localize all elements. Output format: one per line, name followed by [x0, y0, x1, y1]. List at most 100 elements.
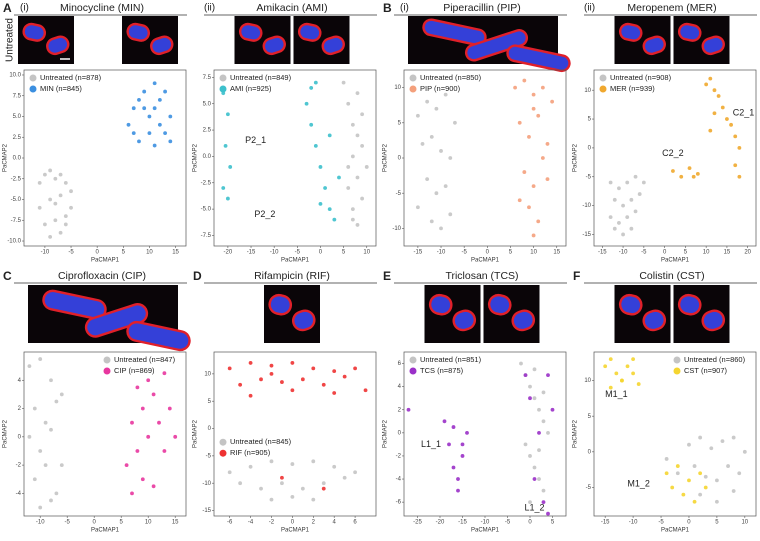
legend-marker: [219, 74, 227, 82]
y-tick-label: 10: [394, 85, 401, 91]
legend-label: RIF (n=905): [230, 448, 271, 457]
cell: [291, 309, 316, 332]
x-tick-label: 0: [291, 520, 295, 526]
point: [703, 474, 708, 479]
x-tick-label: -5: [461, 250, 467, 256]
x-tick-label: -5: [658, 520, 664, 526]
plot-frame: [593, 69, 757, 247]
panel-title: Amikacin (AMI): [256, 2, 327, 14]
point: [63, 181, 68, 185]
point: [546, 511, 550, 516]
point: [451, 465, 456, 470]
legend-label: Untreated (n=847): [114, 355, 176, 364]
y-tick-label: 6: [398, 361, 402, 367]
point: [342, 374, 347, 379]
point: [439, 226, 443, 231]
point: [162, 449, 167, 453]
x-tick-label: 20: [744, 250, 751, 256]
point: [350, 217, 355, 222]
point: [63, 222, 68, 227]
x-tick-label: 5: [120, 520, 124, 526]
cell: [150, 35, 174, 56]
point: [631, 371, 636, 376]
y-tick-label: 0: [398, 156, 402, 162]
point: [167, 406, 172, 411]
point: [513, 85, 517, 90]
point: [620, 378, 624, 383]
point: [531, 184, 536, 189]
cell: [321, 35, 345, 56]
point: [223, 143, 228, 148]
point: [737, 174, 742, 179]
y-tick-label: 7.5: [13, 93, 22, 99]
point: [332, 369, 337, 374]
point: [151, 392, 156, 397]
point: [731, 435, 736, 440]
y-tick-label: -15: [582, 232, 591, 238]
point: [269, 363, 274, 368]
point: [341, 80, 346, 85]
point: [528, 500, 532, 505]
y-tick-label: 0.0: [203, 154, 212, 160]
legend-marker: [29, 85, 37, 93]
point: [157, 420, 161, 425]
legend-marker: [103, 367, 111, 375]
point: [227, 366, 232, 371]
point: [363, 388, 368, 393]
point: [420, 142, 425, 146]
x-tick-label: -5: [65, 520, 71, 526]
legend-label: CST (n=907): [684, 366, 728, 375]
point: [59, 392, 64, 397]
point: [313, 143, 318, 148]
legend-label: Untreated (n=860): [684, 355, 746, 364]
point: [269, 371, 274, 376]
point: [27, 434, 32, 439]
point: [152, 81, 157, 86]
point: [321, 382, 326, 387]
point: [146, 434, 151, 439]
point: [49, 378, 53, 383]
point: [152, 106, 157, 111]
point: [124, 463, 129, 468]
y-tick-label: -5: [396, 191, 402, 197]
point: [151, 484, 156, 489]
cell: [297, 22, 322, 42]
point: [131, 106, 136, 111]
point: [451, 425, 456, 429]
point: [541, 500, 546, 505]
x-tick-label: -20: [436, 520, 445, 526]
y-tick-label: -10: [582, 203, 591, 209]
point: [687, 166, 692, 170]
point: [664, 457, 669, 461]
point: [681, 492, 686, 497]
x-axis-label: PaCMAP1: [661, 528, 690, 534]
y-tick-label: 4: [398, 384, 402, 390]
legend-label: Untreated (n=849): [230, 73, 292, 82]
point: [720, 105, 725, 110]
point: [147, 114, 152, 119]
point: [48, 168, 53, 173]
legend-label: TCS (n=875): [420, 366, 464, 375]
x-axis-label: PaCMAP1: [281, 258, 310, 264]
point: [221, 186, 226, 190]
point: [726, 464, 730, 468]
plot-frame: [23, 69, 187, 247]
y-tick-label: 0.0: [13, 156, 22, 162]
point: [608, 357, 613, 362]
y-axis-label: PaCMAP2: [383, 143, 389, 172]
point: [300, 377, 305, 382]
panel-letter: A: [3, 1, 12, 15]
y-tick-label: -5.0: [201, 207, 212, 213]
plot-frame: [593, 351, 757, 517]
cell: [511, 309, 536, 332]
point: [37, 205, 42, 210]
legend-marker: [219, 449, 227, 457]
x-tick-label: -6: [227, 520, 233, 526]
x-tick-label: 10: [741, 520, 748, 526]
cell: [701, 309, 726, 332]
point: [58, 193, 63, 198]
point: [637, 192, 642, 196]
point: [528, 384, 532, 389]
point: [126, 122, 131, 127]
point: [522, 170, 527, 174]
